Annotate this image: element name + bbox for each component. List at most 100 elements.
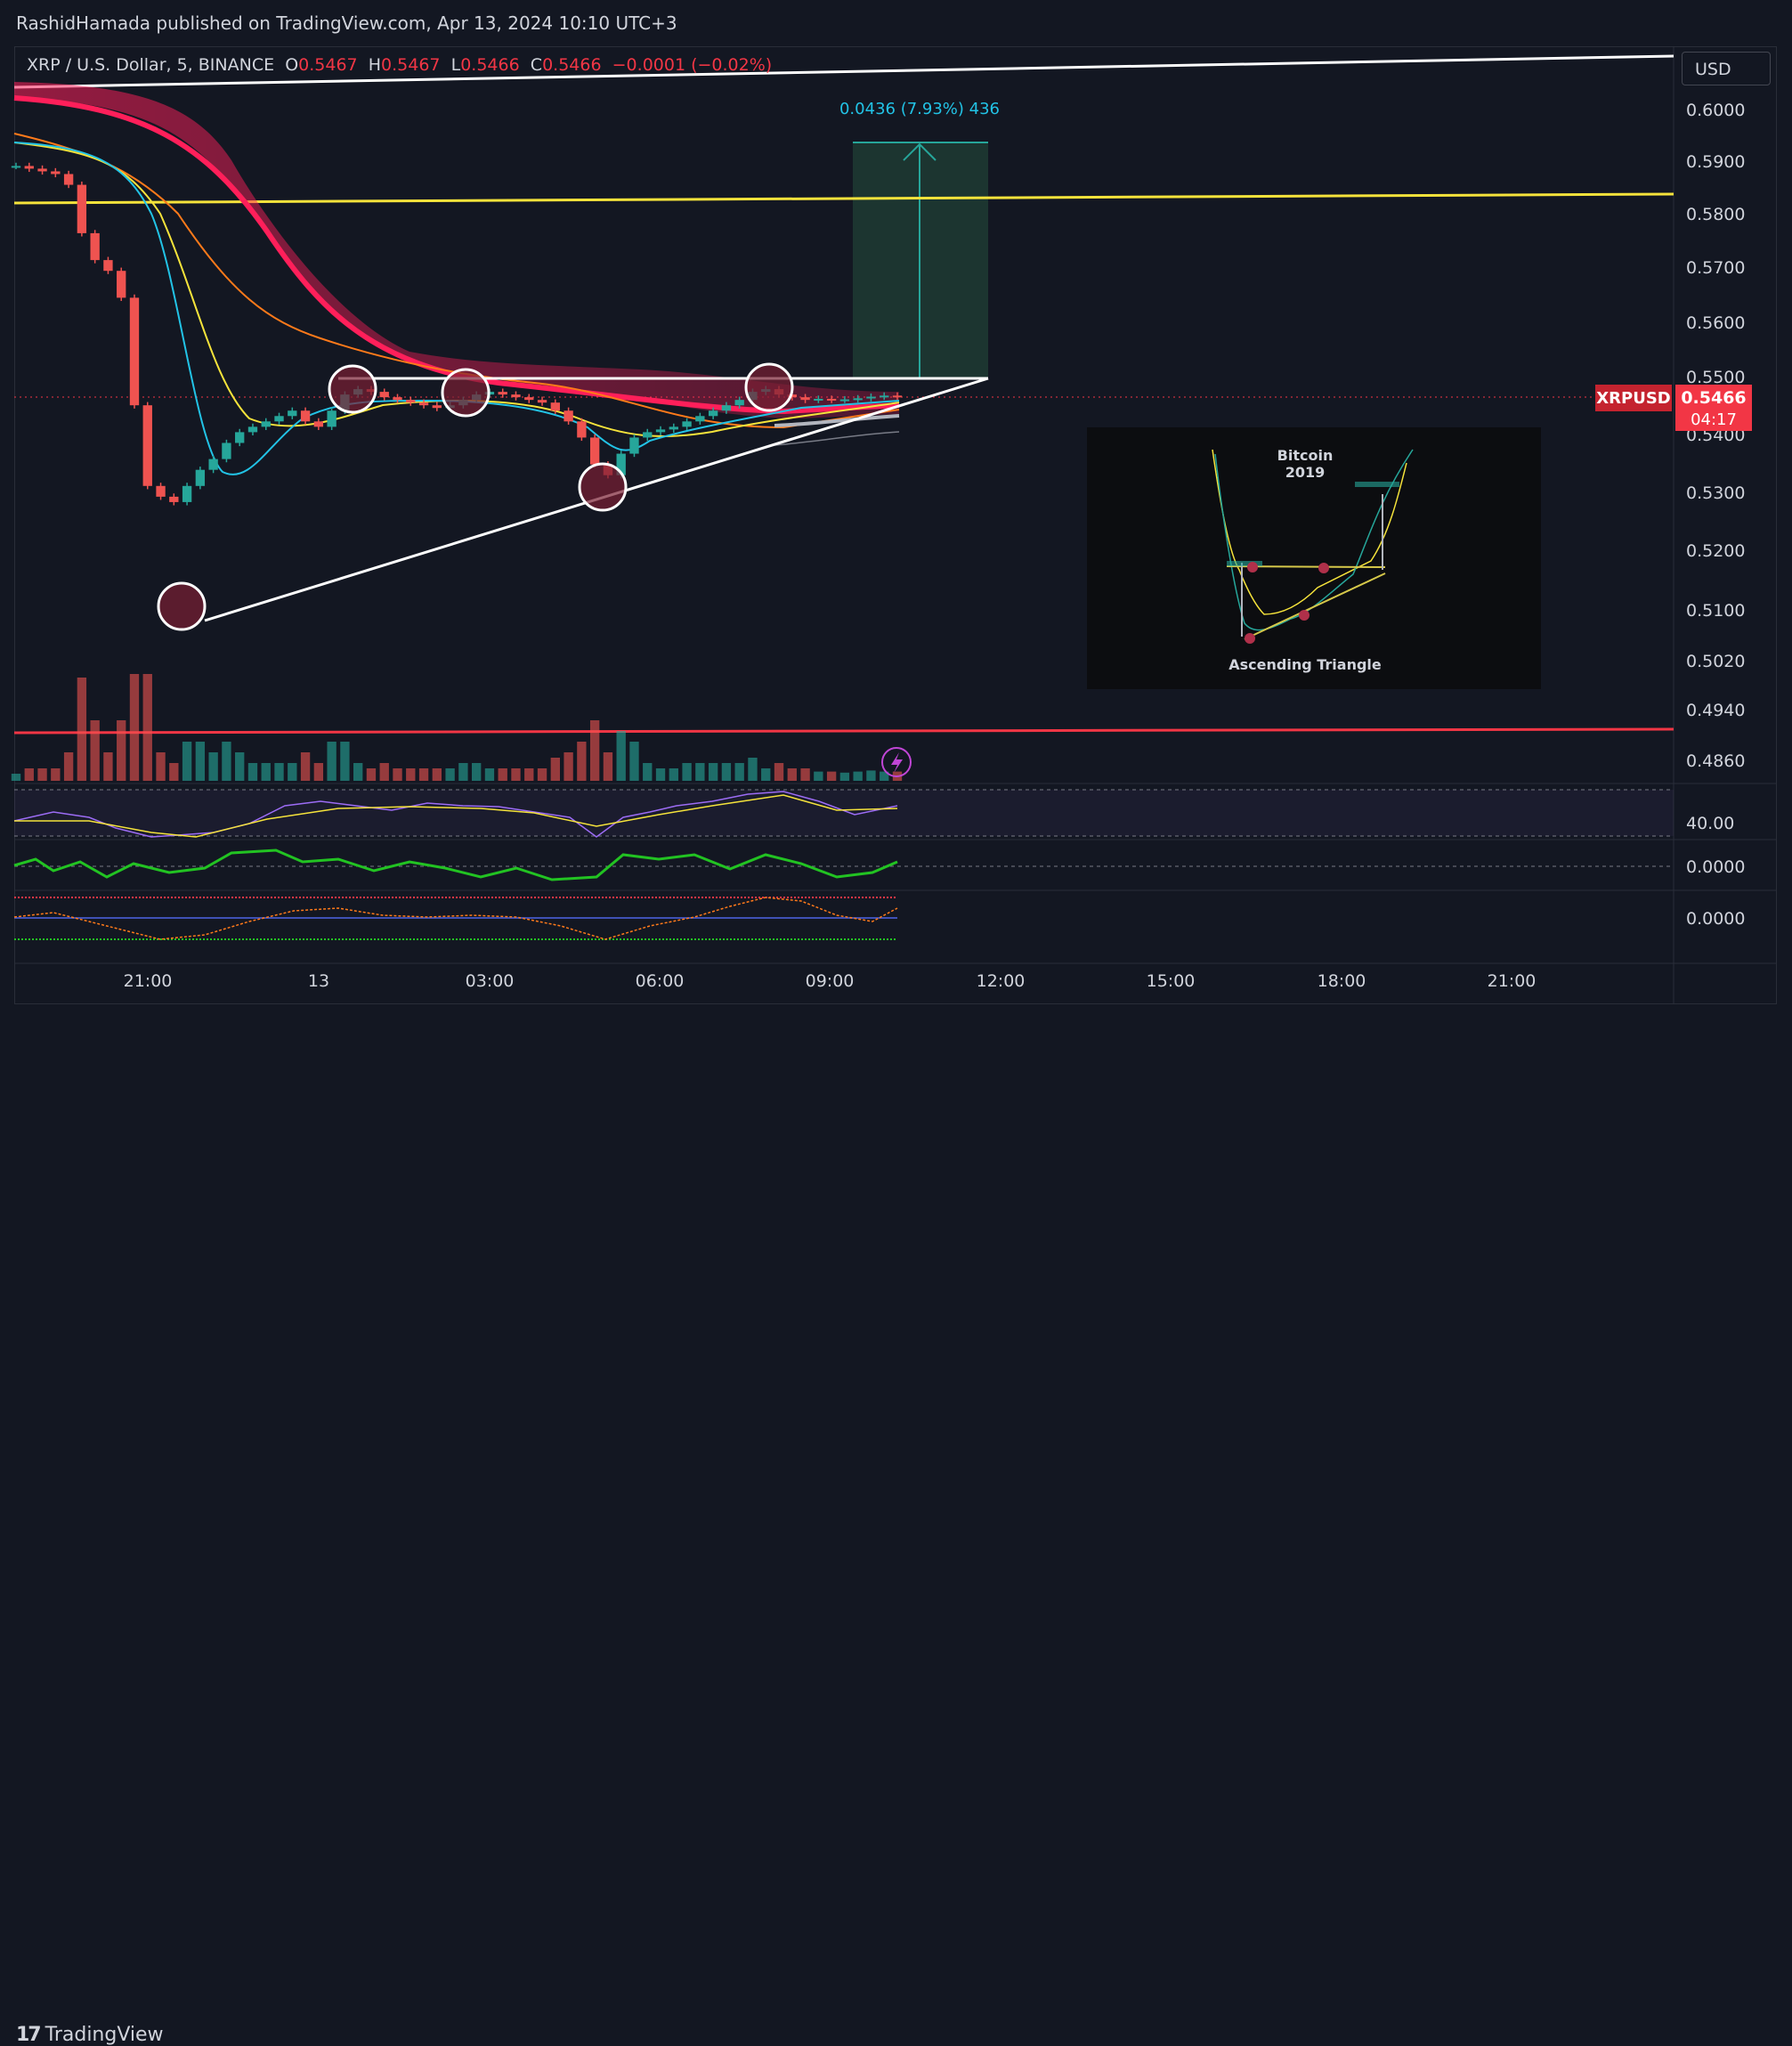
touch-circle-4[interactable] bbox=[578, 462, 628, 512]
x-tick-label: 12:00 bbox=[977, 971, 1026, 991]
candle-body bbox=[261, 421, 271, 427]
x-tick-label: 06:00 bbox=[636, 971, 685, 991]
target-arrow-head bbox=[903, 142, 937, 161]
candle-body bbox=[90, 232, 100, 261]
candle-body bbox=[826, 398, 837, 401]
touch-circle-5[interactable] bbox=[744, 362, 794, 412]
y-tick-label: 0.4860 bbox=[1686, 751, 1745, 771]
volume-bar bbox=[406, 768, 416, 781]
volume-group bbox=[11, 674, 903, 781]
symbol-name[interactable]: XRP / U.S. Dollar, 5, BINANCE bbox=[27, 55, 275, 75]
inset-chart bbox=[1212, 449, 1414, 644]
candle-body bbox=[787, 394, 797, 398]
close-value: 0.5466 bbox=[542, 55, 602, 75]
volume-bar bbox=[432, 768, 442, 781]
footer: 17 TradingView bbox=[0, 1004, 1792, 2046]
volume-bar bbox=[484, 768, 495, 781]
volume-bar bbox=[300, 752, 311, 781]
candle-body bbox=[406, 400, 416, 403]
volume-bar bbox=[643, 763, 653, 781]
volume-bar bbox=[235, 752, 245, 781]
lightning-icon[interactable] bbox=[881, 747, 912, 777]
volume-bar bbox=[853, 771, 863, 781]
volume-bar bbox=[222, 742, 231, 781]
volume-bar bbox=[340, 742, 350, 781]
y-tick-label: 0.5600 bbox=[1686, 313, 1745, 333]
candle-body bbox=[511, 394, 521, 398]
volume-bar bbox=[169, 763, 179, 781]
price-tag-value: 0.5466 bbox=[1681, 388, 1746, 408]
volume-bar bbox=[393, 768, 402, 781]
tv-logo-icon: 17 bbox=[16, 2024, 42, 2046]
candle-body bbox=[880, 395, 889, 398]
osc3-line bbox=[13, 897, 898, 940]
candle-body bbox=[734, 400, 744, 406]
red-support-line[interactable] bbox=[13, 727, 1674, 735]
rsi-axis-label: 40.00 bbox=[1686, 814, 1734, 833]
candle-body bbox=[892, 395, 903, 398]
price-axis[interactable]: 0.60000.59000.58000.57000.56000.55000.54… bbox=[1686, 101, 1745, 771]
candle-body bbox=[432, 405, 442, 409]
candle-body bbox=[393, 397, 402, 401]
yellow-resistance-line[interactable] bbox=[13, 192, 1674, 205]
candle-body bbox=[524, 397, 534, 401]
volume-bar bbox=[247, 763, 258, 781]
currency-selector[interactable]: USD bbox=[1682, 52, 1771, 85]
inset-panel bbox=[1087, 427, 1541, 689]
touch-circle-1[interactable] bbox=[157, 581, 207, 631]
white-trendline-top[interactable] bbox=[13, 54, 1674, 89]
volume-bar bbox=[787, 768, 797, 781]
volume-bar bbox=[313, 763, 324, 781]
measure-label: 0.0436 (7.93%) 436 bbox=[839, 100, 1000, 118]
x-tick-label: 18:00 bbox=[1318, 971, 1366, 991]
volume-bar bbox=[24, 768, 34, 781]
volume-bar bbox=[537, 768, 547, 781]
candle-body bbox=[182, 485, 192, 502]
candle-body bbox=[643, 432, 653, 438]
candle-body bbox=[37, 168, 47, 172]
volume-bar bbox=[63, 752, 74, 781]
candle-body bbox=[313, 421, 324, 427]
volume-bar bbox=[866, 770, 876, 781]
volume-bar bbox=[366, 768, 377, 781]
candle-body bbox=[629, 437, 639, 454]
volume-bar bbox=[90, 720, 100, 781]
price-tag-bg bbox=[1675, 385, 1752, 431]
volume-bar bbox=[695, 763, 705, 781]
candle-body bbox=[853, 398, 863, 401]
volume-bar bbox=[261, 763, 271, 781]
osc3-axis-label: 0.0000 bbox=[1686, 909, 1745, 929]
volume-bar bbox=[142, 674, 152, 781]
x-tick-label: 13 bbox=[308, 971, 329, 991]
price-chart: 0.0436 (7.93%) 436 Bitcoin 2019 Ascendin… bbox=[11, 46, 1777, 1004]
candle-body bbox=[537, 400, 547, 403]
volume-bar bbox=[37, 768, 47, 781]
candle-body bbox=[327, 410, 337, 427]
ma-orange bbox=[13, 133, 900, 429]
candle-body bbox=[669, 426, 678, 430]
y-tick-label: 0.4940 bbox=[1686, 701, 1745, 720]
time-axis[interactable]: 21:00 13 03:00 06:00 09:00 12:00 15:00 18:00 21:… bbox=[124, 971, 1537, 991]
candle-body bbox=[208, 459, 218, 470]
candle-body bbox=[418, 402, 429, 406]
volume-bar bbox=[195, 742, 206, 781]
osc2-line bbox=[13, 848, 898, 881]
volume-bar bbox=[458, 763, 468, 781]
candle-body bbox=[24, 166, 34, 169]
candle-body bbox=[550, 402, 560, 411]
header: RashidHamada published on TradingView.co… bbox=[0, 0, 1792, 46]
touch-circle-2[interactable] bbox=[328, 364, 377, 414]
tradingview-logo[interactable]: 17 TradingView bbox=[16, 2024, 164, 2046]
ma-grey bbox=[774, 414, 900, 427]
volume-bar bbox=[51, 768, 61, 781]
inset-title-1: Bitcoin bbox=[1277, 447, 1334, 464]
candle-body bbox=[77, 184, 87, 233]
volume-bar bbox=[103, 752, 113, 781]
touch-circle-3[interactable] bbox=[441, 368, 491, 418]
volume-bar bbox=[734, 763, 744, 781]
volume-bar bbox=[550, 758, 560, 781]
close-label: C bbox=[530, 55, 543, 75]
candle-body bbox=[235, 432, 245, 443]
volume-bar bbox=[471, 763, 482, 781]
inset-title-2: 2019 bbox=[1285, 464, 1326, 481]
